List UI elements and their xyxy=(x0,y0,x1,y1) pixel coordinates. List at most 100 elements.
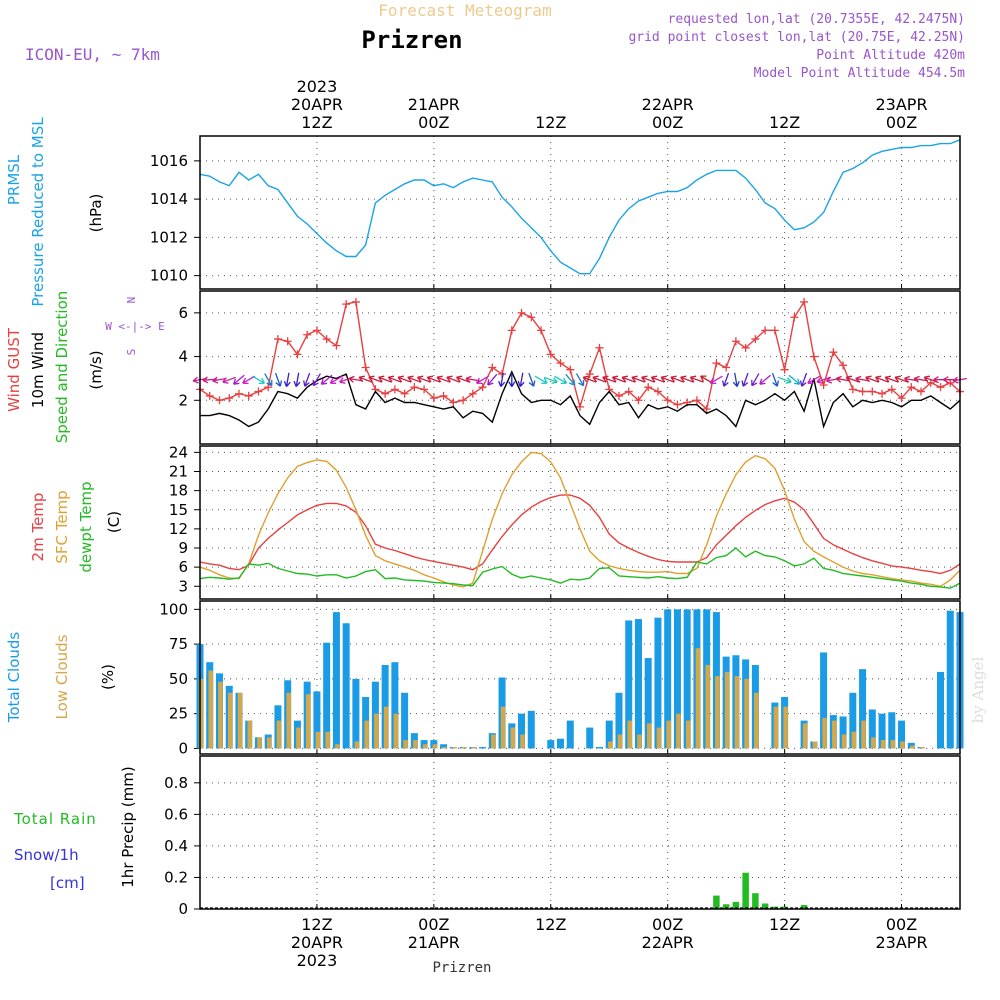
wind-direction-arrow xyxy=(788,374,801,385)
wind-direction-arrow xyxy=(378,375,392,383)
gust-marker xyxy=(254,387,263,396)
low-cloud-bar xyxy=(646,723,652,749)
gust-marker xyxy=(663,396,672,405)
wind-direction-arrow xyxy=(732,372,740,388)
low-cloud-bar xyxy=(442,747,447,749)
gust-marker xyxy=(361,363,370,372)
wind-direction-arrow xyxy=(252,375,266,384)
rain-bar xyxy=(742,872,749,909)
panel-frame xyxy=(199,290,961,445)
wind-direction-arrow xyxy=(475,375,489,384)
y-tick-label: 0 xyxy=(178,739,188,757)
footer-location: Prizren xyxy=(432,960,491,976)
top-time-label: 23APR xyxy=(875,95,927,114)
gust-marker xyxy=(322,335,331,344)
gust-marker xyxy=(537,326,546,335)
panel-frame xyxy=(199,600,961,755)
y-tick-label: 0 xyxy=(178,900,188,918)
gust-marker xyxy=(517,308,526,317)
wind-direction-arrow xyxy=(650,375,665,383)
gust-marker xyxy=(936,383,945,392)
gust-marker xyxy=(332,341,341,350)
top-time-label: 21APR xyxy=(408,95,460,114)
y-tick-label: 21 xyxy=(169,463,188,481)
low-cloud-bar xyxy=(198,678,204,749)
gust-marker xyxy=(507,326,516,335)
snow-label: Snow/1h xyxy=(14,846,79,864)
compass-west-east: W <-|-> E xyxy=(105,320,165,333)
location-title: Prizren xyxy=(361,26,462,54)
gust-marker xyxy=(731,337,740,346)
low-cloud-bar xyxy=(666,720,671,749)
wind-direction-arrow xyxy=(865,375,880,383)
top-time-label: 20APR xyxy=(291,95,343,114)
y-tick-label: 3 xyxy=(178,577,188,595)
low-cloud-bar xyxy=(218,681,223,749)
low-cloud-bar xyxy=(491,734,496,749)
gust-marker xyxy=(809,352,818,361)
wind-direction-arrow xyxy=(283,372,291,388)
y-tick-label: 1014 xyxy=(150,190,188,208)
total-cloud-bar xyxy=(878,713,886,749)
wind-direction-arrow xyxy=(575,373,585,387)
low-cloud-bar xyxy=(364,720,369,749)
gust-marker xyxy=(342,300,351,309)
total-cloud-bar xyxy=(440,744,448,749)
panel-frame xyxy=(199,755,961,910)
gust-marker xyxy=(244,391,253,400)
wind-direction-arrow xyxy=(274,372,283,387)
wind-direction-arrow xyxy=(348,375,363,383)
gust-marker xyxy=(839,361,848,370)
total-cloud-bar xyxy=(634,619,642,749)
low-cloud-bar xyxy=(812,741,818,749)
y-tick-label: 9 xyxy=(178,539,188,557)
y-tick-label: 0.4 xyxy=(164,837,188,855)
low-cloud-bar xyxy=(715,676,720,749)
low-cloud-bar xyxy=(500,706,506,749)
y-tick-label: 100 xyxy=(159,600,188,618)
gust-marker xyxy=(702,405,711,414)
top-time-label: 00Z xyxy=(652,113,683,132)
wind-direction-arrow xyxy=(508,372,516,388)
total-cloud-bar xyxy=(849,692,857,749)
low-cloud-bar xyxy=(520,734,525,749)
gust-marker xyxy=(848,385,857,394)
low-cloud-bar xyxy=(705,664,710,749)
gust-marker xyxy=(205,391,214,400)
low-cloud-bar xyxy=(802,723,808,749)
gust-marker xyxy=(410,383,419,392)
gust-marker xyxy=(215,396,224,405)
low-cloud-bar xyxy=(832,720,837,749)
pressure-label-short: PRMSL xyxy=(5,154,23,205)
y-tick-label: 18 xyxy=(169,482,188,500)
wind-direction-arrow xyxy=(368,375,383,383)
low-cloud-bar xyxy=(510,727,516,749)
gust-marker xyxy=(751,335,760,344)
top-time-label: 22APR xyxy=(642,95,694,114)
low-cloud-bar xyxy=(403,740,408,749)
chart-subtitle: Forecast Meteogram xyxy=(378,1,551,20)
wind-direction-arrow xyxy=(709,375,723,384)
low-cloud-bar xyxy=(871,737,876,749)
gust-marker xyxy=(917,387,926,396)
gust-marker xyxy=(634,396,643,405)
total-cloud-bar xyxy=(527,710,535,749)
model-name: ICON-EU, ~ 7km xyxy=(25,45,160,64)
wind-direction-arrow xyxy=(303,372,311,387)
wind-direction-arrow xyxy=(799,372,808,387)
watermark: by Angel xyxy=(969,656,987,723)
total-cloud-bar xyxy=(859,669,867,749)
wind-gust-label: Wind GUST xyxy=(5,327,23,412)
gust-marker xyxy=(527,313,536,322)
compass-south: S xyxy=(125,349,138,356)
wind-direction-arrow xyxy=(222,376,237,384)
bottom-time-label: 00Z xyxy=(886,915,917,934)
low-cloud-bar xyxy=(325,731,330,749)
top-time-label: 00Z xyxy=(418,113,449,132)
total-cloud-bar xyxy=(625,620,633,749)
total-cloud-bar xyxy=(518,713,526,749)
gust-marker xyxy=(595,343,604,352)
top-time-label: 12Z xyxy=(535,113,566,132)
wind-direction-arrow xyxy=(660,375,675,383)
bottom-time-label: 12Z xyxy=(301,915,332,934)
